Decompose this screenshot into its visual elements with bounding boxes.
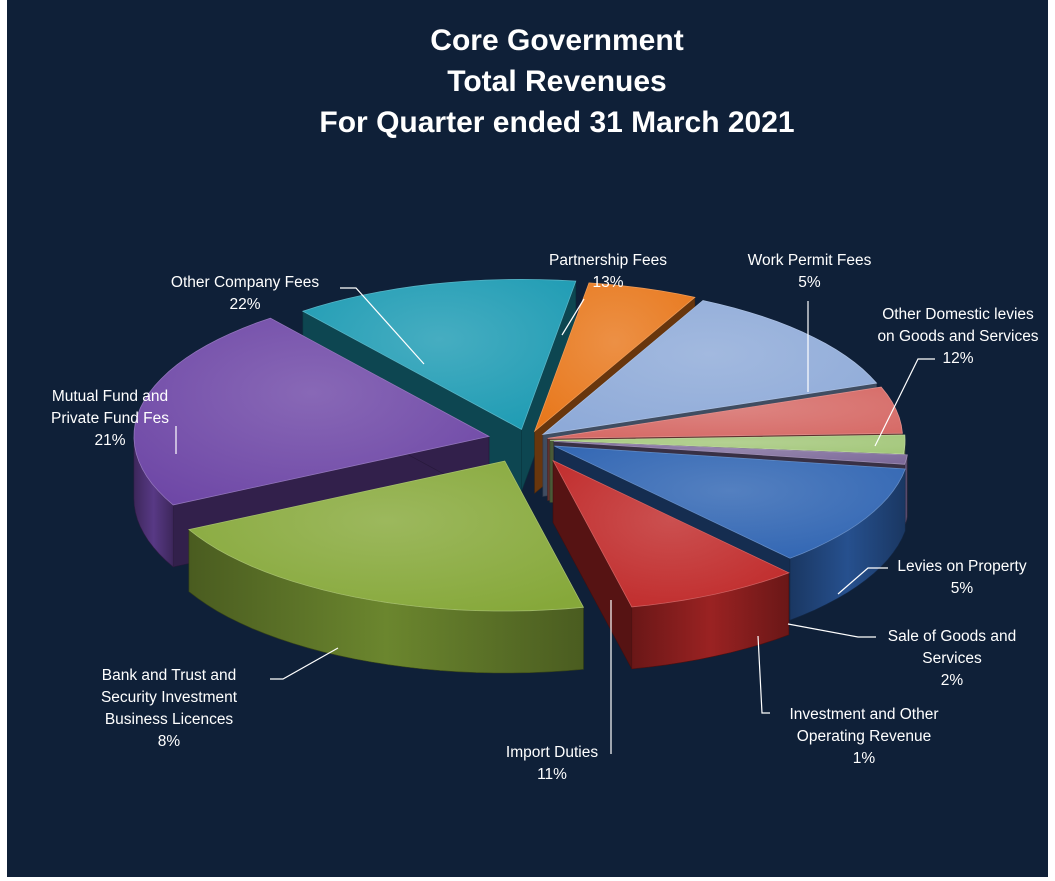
slice-label: Mutual Fund and Private Fund Fes 21%	[20, 386, 200, 452]
slice-label-text: Partnership Fees	[548, 252, 668, 269]
slice-value: 1%	[852, 750, 876, 767]
pie-slice-top	[554, 445, 906, 559]
slice-label-text: Security Investment	[100, 689, 238, 706]
slice-label: Import Duties 11%	[482, 742, 622, 786]
slice-label-text: Sale of Goods and	[887, 628, 1017, 645]
slice-label-text: Business Licences	[104, 711, 234, 728]
slice-label: Partnership Fees 13%	[528, 250, 688, 294]
pie-slice-top	[549, 434, 906, 455]
slice-value: 5%	[950, 580, 974, 597]
slice-value: 5%	[798, 274, 821, 291]
slice-value: 11%	[537, 766, 567, 783]
chart-title-line: Total Revenues	[447, 65, 667, 98]
slice-value: 13%	[592, 274, 624, 291]
slice-label-text: Services	[922, 650, 982, 667]
slice-value: 21%	[94, 432, 126, 449]
slice-label-text: Investment and Other	[789, 706, 939, 723]
leader-line	[757, 635, 770, 714]
slice-label: Bank and Trust and Security Investment Bus…	[64, 665, 274, 753]
slice-label-text: Private Fund Fes	[50, 410, 170, 427]
chart-title-line: For Quarter ended 31 March 2021	[319, 106, 795, 139]
leader-line	[837, 567, 888, 595]
slice-label: Other Company Fees 22%	[140, 272, 350, 316]
pie-slice-top	[547, 386, 903, 439]
pie-slice-top	[533, 282, 696, 433]
leader-line	[561, 298, 585, 336]
slice-label-text: Other Company Fees	[170, 274, 320, 291]
slice-value: 8%	[157, 733, 181, 750]
slice-label-text: Work Permit Fees	[747, 252, 872, 269]
slice-label: Work Permit Fees 5%	[722, 250, 897, 294]
slice-label-text: Other Domestic levies	[882, 306, 1034, 323]
slice-label-text: Bank and Trust and	[101, 667, 237, 684]
pie-slice	[188, 460, 585, 674]
slice-label-text: Import Duties	[505, 744, 599, 761]
pie-slice-top	[188, 460, 585, 612]
slice-label-text: Mutual Fund and	[51, 388, 169, 405]
slice-label: Other Domestic levies on Goods and Servic…	[858, 304, 1055, 370]
slice-value: 22%	[229, 296, 261, 313]
slice-label: Levies on Property 5%	[878, 556, 1046, 600]
slice-label: Sale of Goods and Services 2%	[872, 626, 1032, 692]
slice-label-text: Levies on Property	[897, 558, 1027, 575]
pie-slice-top	[133, 317, 491, 506]
slice-value: 2%	[940, 672, 964, 689]
slice-label-text: on Goods and Services	[877, 328, 1039, 345]
leader-line	[270, 647, 339, 680]
leader-line	[787, 623, 876, 638]
pie-slice	[552, 459, 790, 670]
leader-line	[874, 358, 935, 447]
slice-label: Investment and Other Operating Revenue 1%	[764, 704, 964, 770]
chart-title-line: Core Government	[430, 24, 684, 57]
pie-slice-top	[553, 440, 908, 465]
pie-slice-top	[552, 459, 790, 608]
pie-slice-top	[301, 278, 577, 430]
leader-line	[340, 287, 425, 365]
slice-value: 12%	[942, 350, 974, 367]
slice-label-text: Operating Revenue	[796, 728, 932, 745]
chart-title: Core Government Total Revenues For Quart…	[7, 20, 1055, 143]
